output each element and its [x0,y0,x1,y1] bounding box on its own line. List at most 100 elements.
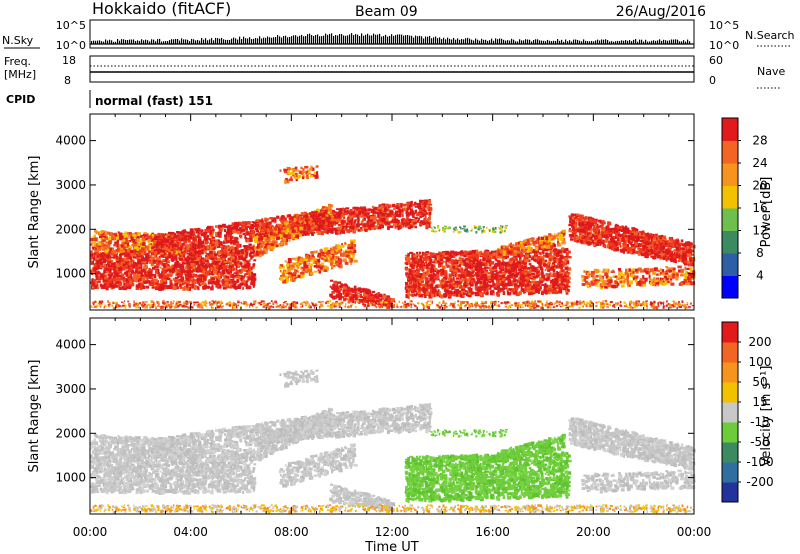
power-cell [187,249,191,252]
power-cell [190,270,194,273]
power-cell [105,253,108,256]
power-cell [405,212,410,217]
power-cell [96,259,100,264]
power-cell [210,270,215,275]
nsky-bar [267,36,269,44]
power-cell [247,285,252,290]
power-cell [214,225,218,228]
power-cell [91,279,95,283]
power-cell [326,219,330,223]
power-cell [142,234,146,238]
power-cell [374,225,379,229]
power-cell [300,217,305,221]
power-cell [179,286,183,289]
power-cell [167,231,172,234]
freq-tick-top: 18 [62,54,76,67]
power-cell [190,276,194,279]
nsky-bar [411,35,413,44]
power-cell [132,234,137,238]
nsky-tick-bottom: 10^0 [56,39,86,52]
power-cell [349,296,354,301]
power-cell [246,270,249,273]
power-cell [235,237,239,240]
power-cell [195,268,199,273]
power-cell [179,283,182,288]
nsky-bar [687,39,689,44]
nsky-bar [239,36,241,44]
power-cell [326,251,330,256]
power-cell [223,229,227,233]
power-cell [140,264,143,270]
power-cell [224,250,228,254]
power-cell [215,240,219,245]
nsky-bar [607,40,609,44]
power-cell [169,279,173,284]
nsky-bar [437,38,439,44]
power-cell [172,277,175,281]
power-cell [103,251,106,256]
nsky-bar [345,35,347,44]
power-cell [397,226,400,231]
power-cell [294,226,298,230]
nsky-bar [647,41,649,44]
power-cell [250,249,253,254]
power-cell [116,239,119,244]
power-cell [250,266,253,271]
power-cell [255,223,259,227]
power-cell [111,232,115,236]
power-cell [151,256,155,262]
power-cell [200,244,204,248]
power-cell [197,227,201,231]
power-cell [90,258,92,263]
power-cell [161,262,163,267]
power-cell [128,261,132,266]
nsky-bar [359,36,361,44]
power-cell [226,259,230,263]
power-cell [235,266,238,271]
nsky-bar [361,33,363,44]
power-cell [286,228,289,233]
power-cell [255,230,260,233]
nsky-bar [493,40,495,44]
nsky-bar [157,39,159,44]
power-cell [175,282,179,286]
power-cell [419,215,423,219]
power-cell [106,255,111,260]
power-cell [252,249,256,254]
power-cell [283,229,287,233]
power-cell [106,259,110,262]
power-cell [116,276,119,281]
nsky-bar [187,39,189,44]
power-cell [145,280,149,284]
power-cell [311,211,316,214]
power-cell [244,259,248,262]
nsky-bar [225,39,227,44]
power-cell [243,248,248,253]
nsky-bar [469,38,471,44]
nsky-bar [623,40,625,44]
power-cell [130,259,135,263]
power-cell [258,250,262,255]
power-cell [124,261,128,266]
power-cell [338,290,341,293]
nsky-bar [351,33,353,44]
power-cell [187,267,190,271]
power-cell [123,246,126,251]
nsky-bar [211,38,213,44]
power-cell [188,266,193,269]
nsky-bar [313,36,315,44]
power-cell [288,233,291,238]
nsky-bar [409,35,411,44]
power-cell [175,260,179,264]
nsky-bar [397,34,399,44]
power-cell [197,265,201,270]
power-cell [102,246,106,251]
power-cell [350,293,353,297]
power-cell [213,265,216,270]
power-cell [167,248,171,252]
power-cell [280,276,284,281]
power-cell [281,272,286,278]
power-cell [239,234,243,239]
power-cell [185,273,188,277]
power-cell [192,248,194,251]
